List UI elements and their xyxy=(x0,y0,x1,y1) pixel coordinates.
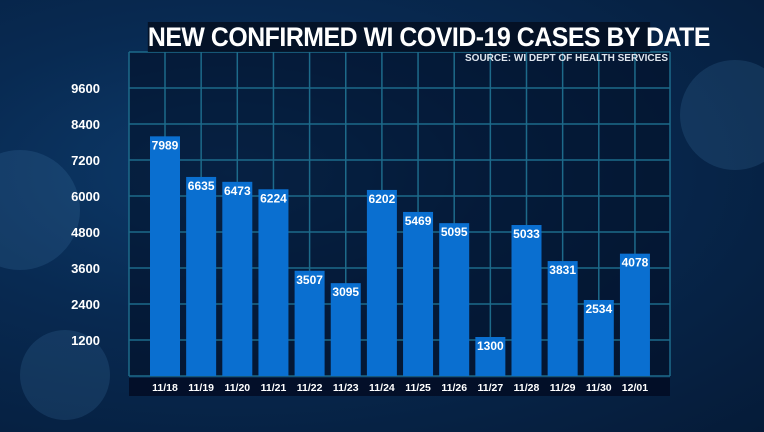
chart-source: SOURCE: WI DEPT OF HEALTH SERVICES xyxy=(465,53,668,64)
data-label: 2534 xyxy=(585,302,612,316)
x-tick-label: 11/22 xyxy=(297,382,323,394)
y-tick-label: 3600 xyxy=(71,261,100,276)
chart-title: NEW CONFIRMED WI COVID-19 CASES BY DATE xyxy=(147,22,711,52)
data-label: 4078 xyxy=(622,256,649,270)
bar xyxy=(330,283,361,376)
x-tick-label: 11/26 xyxy=(441,382,467,394)
x-tick-label: 11/23 xyxy=(333,382,359,394)
data-label: 6635 xyxy=(188,179,215,193)
data-label: 5033 xyxy=(513,227,540,241)
x-tick-label: 11/25 xyxy=(405,382,431,394)
bar xyxy=(186,176,217,376)
y-tick-label: 6000 xyxy=(71,189,100,204)
x-tick-label: 11/27 xyxy=(477,382,503,394)
y-tick-label: 7200 xyxy=(71,153,100,168)
x-tick-label: 11/20 xyxy=(224,382,250,394)
bar xyxy=(366,189,397,376)
bar xyxy=(547,261,578,376)
x-tick-label: 11/21 xyxy=(261,382,287,394)
data-label: 3831 xyxy=(549,263,576,277)
x-tick-label: 11/29 xyxy=(550,382,576,394)
data-label: 6202 xyxy=(369,192,396,206)
y-tick-label: 1200 xyxy=(71,333,100,348)
data-label: 6473 xyxy=(224,184,251,198)
bar xyxy=(619,253,650,376)
bar xyxy=(294,270,325,376)
x-tick-label: 11/19 xyxy=(188,382,214,394)
data-label: 3095 xyxy=(332,285,359,299)
y-tick-label: 2400 xyxy=(71,297,100,312)
data-label: 6224 xyxy=(260,191,287,205)
x-axis-band xyxy=(129,378,670,396)
y-tick-label: 4800 xyxy=(71,225,100,240)
data-label: 3507 xyxy=(296,273,323,287)
bar xyxy=(583,299,614,376)
data-label: 5095 xyxy=(441,225,468,239)
x-tick-label: 11/24 xyxy=(369,382,395,394)
plot-area xyxy=(129,52,670,376)
x-tick-label: 12/01 xyxy=(622,382,648,394)
bar xyxy=(222,181,253,376)
x-tick-label: 11/18 xyxy=(152,382,178,394)
bar xyxy=(403,211,434,376)
y-tick-label: 8400 xyxy=(71,117,100,132)
bar xyxy=(511,225,542,376)
bar xyxy=(258,189,289,376)
data-label: 5469 xyxy=(405,214,432,228)
bar xyxy=(475,337,506,376)
x-tick-label: 11/28 xyxy=(514,382,540,394)
data-label: 7989 xyxy=(152,138,179,152)
data-label: 1300 xyxy=(477,339,504,353)
bar xyxy=(439,223,470,376)
x-tick-label: 11/30 xyxy=(586,382,612,394)
bar xyxy=(150,136,180,376)
y-tick-label: 9600 xyxy=(71,81,100,96)
